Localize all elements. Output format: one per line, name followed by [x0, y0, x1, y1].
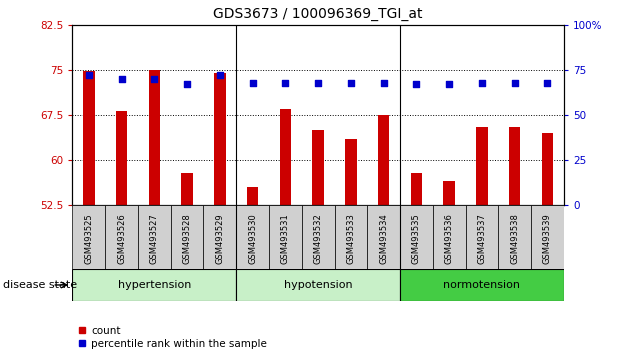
Point [280, 80, 290, 85]
Bar [335, 205, 367, 269]
Bar [105, 205, 138, 269]
Point [379, 80, 389, 85]
Title: GDS3673 / 100096369_TGI_at: GDS3673 / 100096369_TGI_at [214, 7, 423, 21]
Bar [181, 173, 193, 205]
Point [149, 76, 159, 82]
Text: GSM493525: GSM493525 [84, 213, 93, 264]
Text: GSM493532: GSM493532 [314, 213, 323, 264]
Point [477, 80, 487, 85]
Bar [400, 205, 433, 269]
Bar [531, 205, 564, 269]
Bar [509, 127, 520, 205]
Point [346, 80, 356, 85]
Text: GSM493533: GSM493533 [346, 213, 355, 264]
Text: GSM493530: GSM493530 [248, 213, 257, 264]
Bar [236, 269, 400, 301]
Point [84, 73, 94, 78]
Bar [72, 269, 236, 301]
Bar [116, 111, 127, 205]
Point [117, 76, 127, 82]
Text: normotension: normotension [444, 280, 520, 290]
Text: GSM493531: GSM493531 [281, 213, 290, 264]
Bar [83, 71, 94, 205]
Text: GSM493538: GSM493538 [510, 213, 519, 264]
Point [215, 73, 225, 78]
Legend: count, percentile rank within the sample: count, percentile rank within the sample [77, 326, 267, 349]
Text: GSM493539: GSM493539 [543, 213, 552, 264]
Text: GSM493527: GSM493527 [150, 213, 159, 264]
Bar [433, 205, 466, 269]
Text: GSM493534: GSM493534 [379, 213, 388, 264]
Bar [367, 205, 400, 269]
Bar [138, 205, 171, 269]
Bar [378, 115, 389, 205]
Bar [345, 139, 357, 205]
Text: GSM493536: GSM493536 [445, 213, 454, 264]
Text: GSM493535: GSM493535 [412, 213, 421, 264]
Bar [149, 70, 160, 205]
Text: GSM493528: GSM493528 [183, 213, 192, 264]
Text: disease state: disease state [3, 280, 77, 290]
Bar [476, 127, 488, 205]
Point [510, 80, 520, 85]
Text: hypertension: hypertension [118, 280, 191, 290]
Bar [411, 173, 422, 205]
Point [248, 80, 258, 85]
Point [542, 80, 553, 85]
Bar [247, 187, 258, 205]
Bar [171, 205, 203, 269]
Bar [214, 73, 226, 205]
Bar [236, 205, 269, 269]
Point [444, 81, 454, 87]
Point [182, 81, 192, 87]
Text: GSM493526: GSM493526 [117, 213, 126, 264]
Text: GSM493529: GSM493529 [215, 213, 224, 264]
Bar [542, 133, 553, 205]
Text: hypotension: hypotension [284, 280, 352, 290]
Bar [203, 205, 236, 269]
Bar [269, 205, 302, 269]
Bar [400, 269, 564, 301]
Bar [302, 205, 335, 269]
Bar [444, 181, 455, 205]
Point [411, 81, 421, 87]
Bar [466, 205, 498, 269]
Bar [312, 130, 324, 205]
Text: GSM493537: GSM493537 [478, 213, 486, 264]
Bar [280, 109, 291, 205]
Point [313, 80, 323, 85]
Bar [498, 205, 531, 269]
Bar [72, 205, 105, 269]
